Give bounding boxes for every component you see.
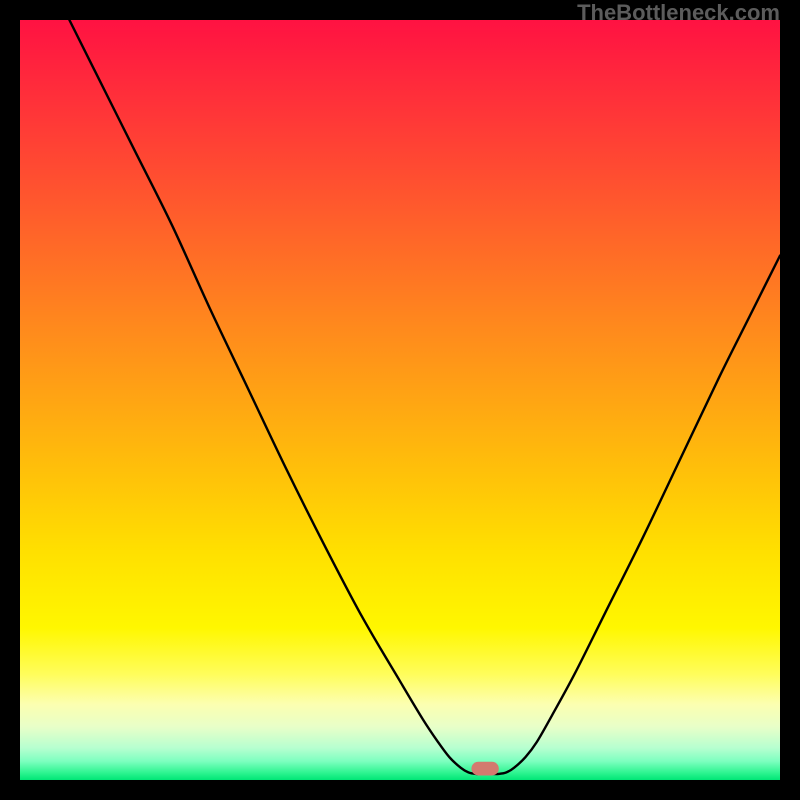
watermark-text: TheBottleneck.com [577,0,780,26]
optimal-point-marker [471,762,498,776]
gradient-background [20,20,780,780]
chart-frame: TheBottleneck.com [0,0,800,800]
plot-area [20,20,780,780]
bottleneck-curve-chart [20,20,780,780]
